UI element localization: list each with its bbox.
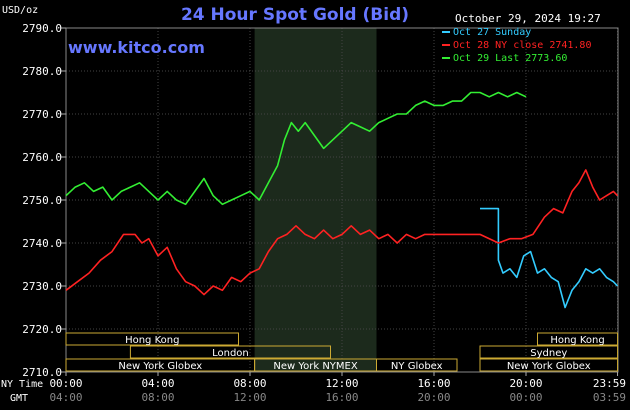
x-tick-label-ny: 08:00 bbox=[233, 377, 266, 390]
x-tick-label-ny: 12:00 bbox=[325, 377, 358, 390]
y-tick-label: 2710.0 bbox=[22, 366, 62, 379]
session-label: New York Globex bbox=[118, 361, 202, 372]
x-tick-label-ny: 00:00 bbox=[49, 377, 82, 390]
x-tick-label-gmt: 00:00 bbox=[509, 391, 542, 404]
x-axis-label-gmt: GMT bbox=[10, 393, 28, 404]
timestamp: October 29, 2024 19:27 bbox=[455, 12, 601, 25]
x-tick-label-gmt: 20:00 bbox=[417, 391, 450, 404]
series-line-3 bbox=[65, 91, 527, 206]
session-label: Sydney bbox=[530, 348, 567, 359]
legend-entry: Oct 28 NY close 2741.80 bbox=[453, 40, 591, 51]
y-tick-label: 2780.0 bbox=[22, 65, 62, 78]
legend-entry: Oct 27 Sunday bbox=[453, 27, 531, 38]
x-tick-label-ny: 04:00 bbox=[141, 377, 174, 390]
y-axis-ticks: 2790.0 2780.0 2770.0 2760.0 2750.0 2740.0 2730… bbox=[22, 22, 66, 379]
session-box bbox=[479, 358, 619, 372]
x-axis-ticks: 00:0004:0004:0008:0008:0012:0012:0016:00… bbox=[49, 372, 626, 404]
x-tick-label-ny: 23:59 bbox=[593, 377, 626, 390]
x-axis-label-ny: NY Time bbox=[1, 379, 43, 390]
series-layer bbox=[65, 91, 619, 309]
session-label: NY Globex bbox=[391, 361, 443, 372]
y-tick-label: 2790.0 bbox=[22, 22, 62, 35]
session-box bbox=[129, 345, 331, 359]
series-line-1 bbox=[480, 207, 619, 309]
y-tick-label: 2750.0 bbox=[22, 194, 62, 207]
x-tick-label-gmt: 08:00 bbox=[141, 391, 174, 404]
session-box bbox=[479, 345, 619, 359]
session-box bbox=[537, 332, 619, 346]
x-tick-label-gmt: 03:59 bbox=[593, 391, 626, 404]
y-tick-label: 2740.0 bbox=[22, 237, 62, 250]
x-tick-label-ny: 20:00 bbox=[509, 377, 542, 390]
session-label: New York Globex bbox=[507, 361, 591, 372]
chart-title: 24 Hour Spot Gold (Bid) bbox=[181, 5, 409, 25]
session-label: New York NYMEX bbox=[273, 361, 358, 372]
session-label: Hong Kong bbox=[125, 335, 179, 346]
x-tick-label-gmt: 16:00 bbox=[325, 391, 358, 404]
session-label: London bbox=[212, 348, 249, 359]
legend-entry: Oct 29 Last 2773.60 bbox=[453, 53, 567, 64]
y-tick-label: 2730.0 bbox=[22, 280, 62, 293]
series-line-2 bbox=[65, 169, 619, 296]
session-box bbox=[65, 332, 239, 346]
session-label: Hong Kong bbox=[550, 335, 604, 346]
market-sessions: Hong Kong London New York Globex New York N… bbox=[65, 332, 619, 372]
x-tick-label-gmt: 04:00 bbox=[49, 391, 82, 404]
legend: Oct 27 Sunday Oct 28 NY close 2741.80 Oct … bbox=[442, 27, 591, 64]
x-tick-label-ny: 16:00 bbox=[417, 377, 450, 390]
session-box bbox=[376, 358, 458, 372]
unit-label: USD/oz bbox=[2, 5, 38, 16]
y-tick-label: 2770.0 bbox=[22, 108, 62, 121]
y-tick-label: 2720.0 bbox=[22, 323, 62, 336]
x-tick-label-gmt: 12:00 bbox=[233, 391, 266, 404]
site-label: www.kitco.com bbox=[68, 38, 205, 57]
y-tick-label: 2760.0 bbox=[22, 151, 62, 164]
